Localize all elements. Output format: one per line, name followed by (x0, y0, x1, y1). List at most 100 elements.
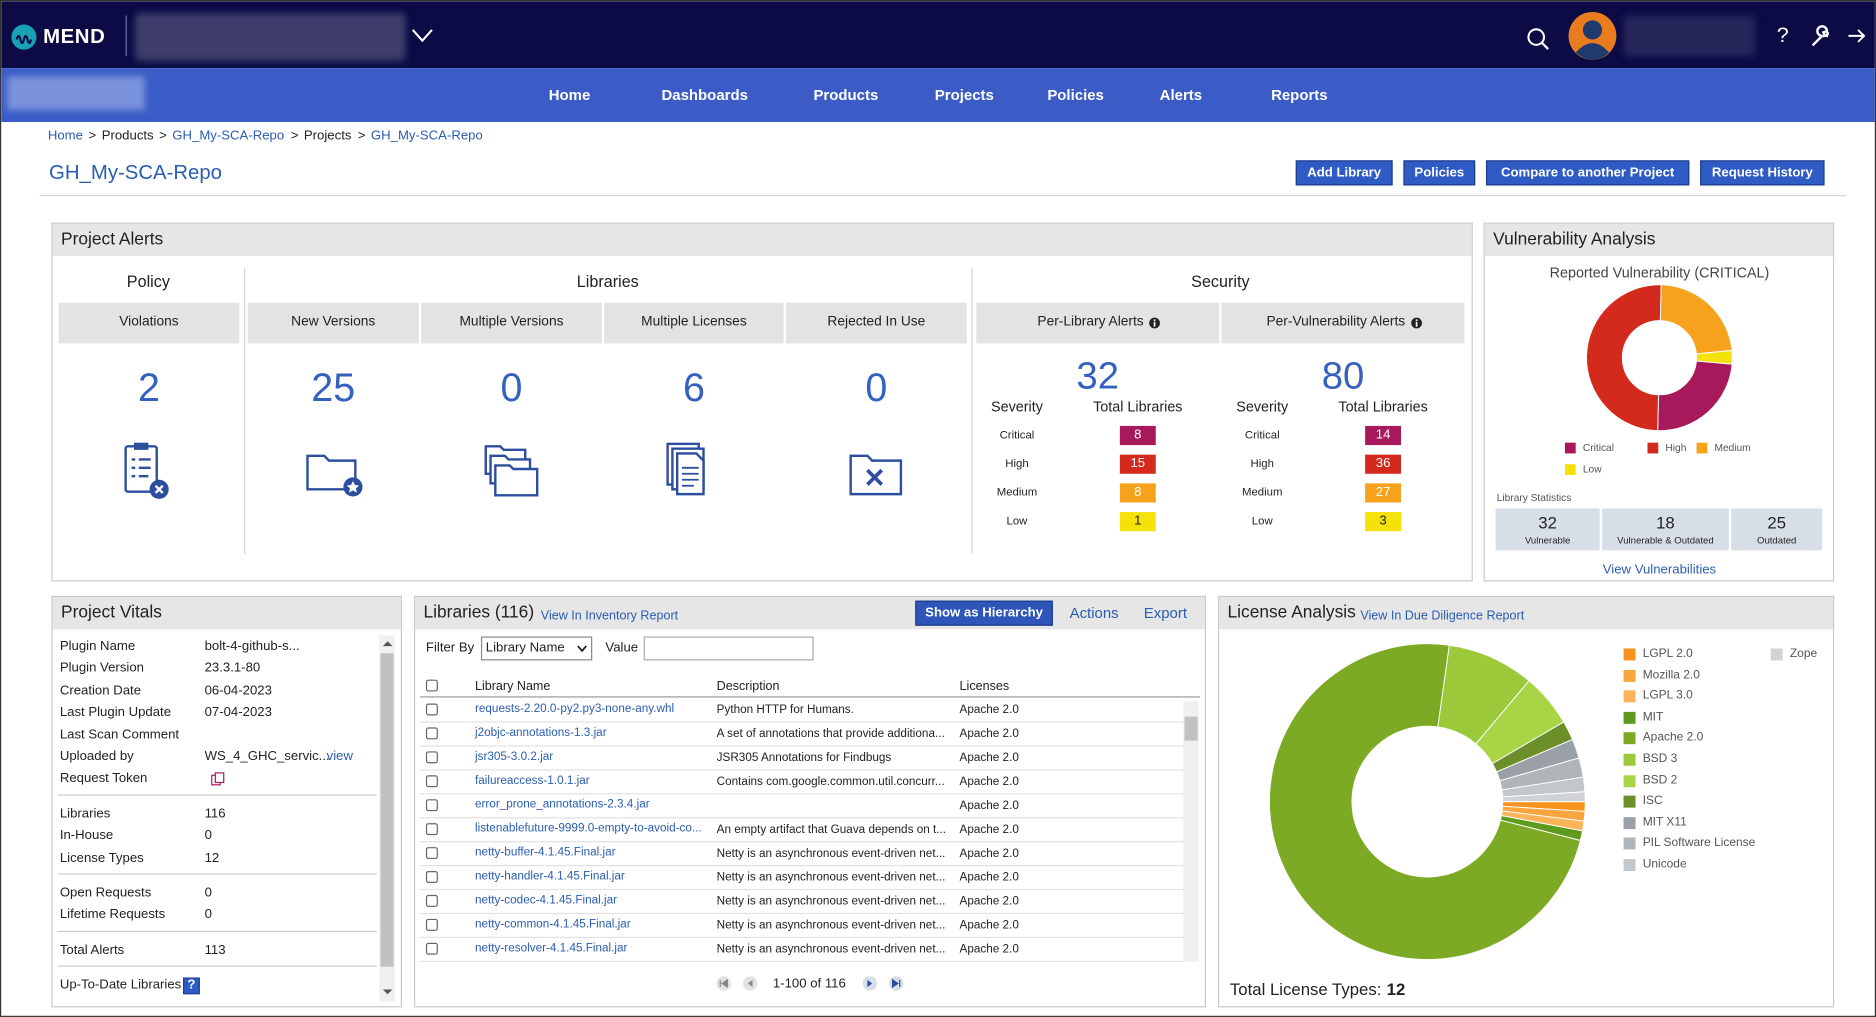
card-header (976, 302, 1220, 344)
nav-item[interactable]: Home (548, 86, 591, 104)
row-checkbox[interactable] (425, 871, 438, 883)
card-value[interactable]: 25 (311, 365, 356, 410)
nav-item[interactable]: Projects (934, 86, 994, 104)
libraries-title: Libraries (116) (423, 603, 535, 623)
severity-badge (1119, 512, 1156, 532)
user-name[interactable] (1623, 15, 1756, 57)
severity-label: Low (1251, 514, 1273, 528)
value-input[interactable] (643, 636, 814, 661)
severity-count[interactable]: 1 (1134, 513, 1142, 529)
row-checkbox[interactable] (425, 703, 438, 716)
legend-swatch (1623, 648, 1636, 661)
severity-count[interactable]: 3 (1379, 513, 1387, 529)
row-checkbox[interactable] (425, 727, 438, 740)
breadcrumb-link[interactable]: Home (47, 128, 83, 143)
help-icon[interactable]: ? (1776, 22, 1789, 47)
vital-label: Last Scan Comment (59, 727, 180, 742)
library-license: Apache 2.0 (959, 895, 1019, 909)
vital-value: bolt-4-github-s... (204, 639, 300, 654)
card-label: Per-Vulnerability Alerts (1266, 314, 1406, 330)
library-name[interactable]: failureaccess-1.0.1.jar (474, 774, 590, 788)
nav-item[interactable]: Alerts (1159, 86, 1203, 104)
library-name[interactable]: requests-2.20.0-py2.py3-none-any.whl (474, 702, 675, 716)
vital-label: Libraries (59, 806, 111, 821)
library-description: Python HTTP for Humans. (716, 703, 854, 717)
security-total[interactable]: 80 (1321, 353, 1365, 397)
breadcrumb-link[interactable]: GH_My-SCA-Repo (172, 128, 285, 143)
due-diligence-link[interactable]: View In Due Diligence Report (1360, 608, 1525, 623)
divider (125, 15, 127, 57)
vital-link[interactable]: view (326, 749, 353, 764)
vital-value: 07-04-2023 (204, 705, 272, 720)
license-analysis-header (1219, 597, 1833, 630)
vital-value: 0 (204, 907, 212, 923)
row-checkbox[interactable] (425, 775, 438, 788)
card-value[interactable]: 2 (137, 365, 160, 410)
action-button[interactable] (1485, 160, 1690, 186)
severity-count[interactable]: 8 (1134, 427, 1142, 442)
nav-item[interactable]: Policies (1047, 86, 1104, 104)
project-vitals (51, 595, 403, 1008)
action-button[interactable] (1403, 160, 1476, 186)
row-checkbox[interactable] (425, 799, 438, 812)
legend-label: BSD 2 (1642, 773, 1678, 787)
action-button[interactable] (1295, 160, 1393, 186)
library-action[interactable]: Export (1143, 604, 1188, 622)
row-checkbox[interactable] (425, 751, 438, 764)
copy-icon (211, 772, 225, 786)
library-name[interactable]: netty-codec-4.1.45.Final.jar (474, 893, 618, 908)
header-checkbox[interactable] (425, 679, 438, 692)
inventory-link[interactable]: View In Inventory Report (540, 608, 679, 623)
row-checkbox[interactable] (425, 847, 438, 860)
card-label: Rejected In Use (827, 314, 926, 330)
logo-text: MEND (43, 24, 106, 48)
row-checkbox[interactable] (425, 823, 438, 836)
legend-label: LGPL 2.0 (1642, 647, 1693, 661)
severity-badge (1119, 425, 1156, 446)
severity-count[interactable]: 15 (1130, 456, 1146, 471)
severity-count[interactable]: 36 (1375, 456, 1391, 471)
library-name[interactable]: netty-buffer-4.1.45.Final.jar (474, 846, 616, 860)
hierarchy-button[interactable] (915, 600, 1053, 626)
help-badge[interactable] (183, 977, 200, 995)
library-name[interactable]: j2objc-annotations-1.3.jar (474, 726, 607, 740)
nav-item[interactable]: Reports (1271, 86, 1328, 104)
org-selector[interactable] (135, 13, 406, 62)
view-vulnerabilities-link[interactable]: View Vulnerabilities (1602, 562, 1717, 578)
security-total[interactable]: 32 (1076, 353, 1120, 397)
nav-item[interactable]: Dashboards (661, 86, 748, 104)
breadcrumb-item: Products (101, 128, 154, 143)
legend-label: Mozilla 2.0 (1642, 668, 1700, 682)
card-value[interactable]: 0 (500, 365, 523, 410)
severity-count[interactable]: 14 (1375, 427, 1391, 442)
nav-item[interactable]: Products (813, 86, 879, 104)
library-name[interactable]: listenablefuture-9999.0-empty-to-avoid-c… (474, 822, 702, 836)
scrollbar-thumb (380, 653, 394, 967)
row-rule (419, 745, 1184, 747)
column-header: Library Name (474, 679, 551, 694)
card-icon (483, 445, 538, 497)
filter-select[interactable] (480, 636, 593, 661)
card-value[interactable]: 0 (865, 365, 888, 410)
breadcrumb-link[interactable]: GH_My-SCA-Repo (370, 128, 483, 143)
severity-count[interactable]: 27 (1375, 485, 1391, 500)
legend-label: Zope (1789, 647, 1818, 661)
row-checkbox[interactable] (425, 894, 438, 907)
card-value[interactable]: 6 (682, 365, 705, 410)
library-name[interactable]: jsr305-3.0.2.jar (474, 750, 554, 764)
legend-swatch (1623, 816, 1636, 829)
library-name[interactable]: netty-common-4.1.45.Final.jar (474, 917, 631, 931)
library-name[interactable]: netty-handler-4.1.45.Final.jar (474, 869, 625, 884)
library-license: Apache 2.0 (959, 703, 1019, 717)
severity-count[interactable]: 8 (1134, 485, 1142, 500)
row-checkbox[interactable] (425, 918, 438, 931)
library-description: Netty is an asynchronous event-driven ne… (716, 919, 946, 933)
row-checkbox[interactable] (425, 942, 438, 955)
library-action[interactable]: Actions (1069, 604, 1119, 622)
card-header (247, 302, 419, 344)
library-name[interactable]: netty-resolver-4.1.45.Final.jar (474, 941, 628, 955)
library-description: A set of annotations that provide additi… (716, 727, 945, 741)
action-button[interactable] (1700, 160, 1825, 186)
breadcrumb-separator: > (159, 128, 167, 143)
library-name[interactable]: error_prone_annotations-2.3.4.jar (474, 798, 650, 812)
